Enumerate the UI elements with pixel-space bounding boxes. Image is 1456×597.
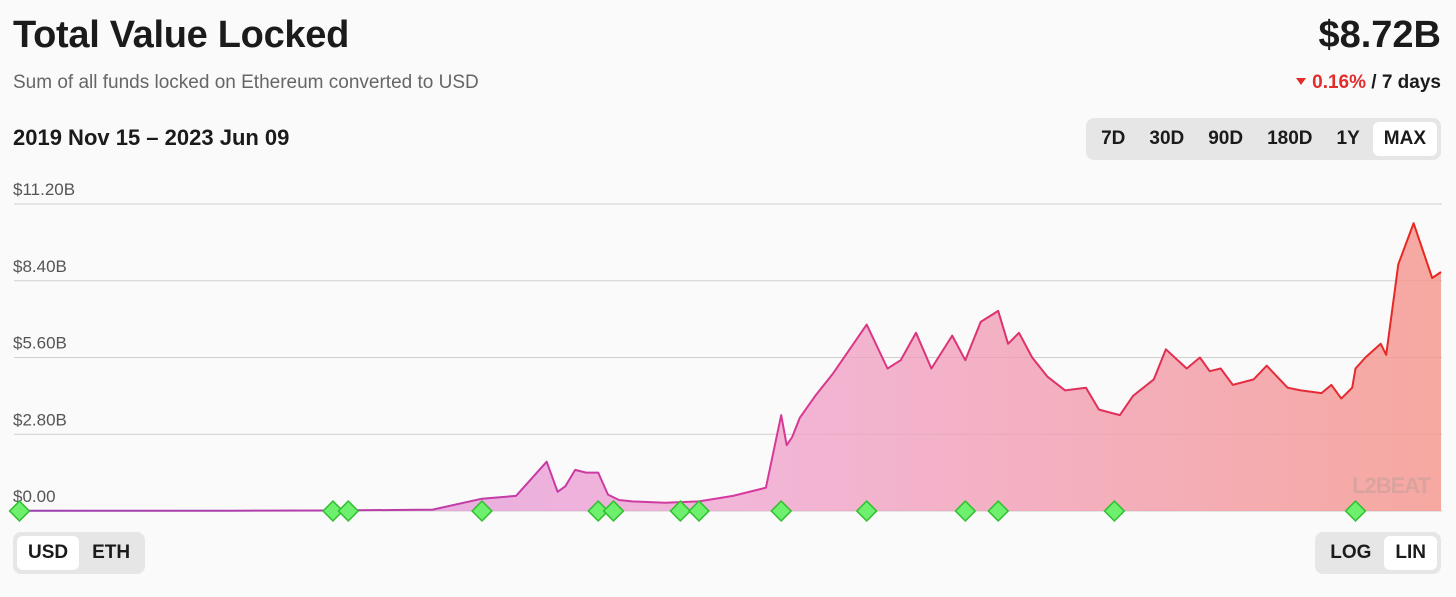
page-subtitle: Sum of all funds locked on Ethereum conv… xyxy=(13,72,479,93)
event-marker[interactable] xyxy=(337,500,360,522)
tvl-chart-svg: $0.00 $2.80B $5.60B $8.40B $11.20B xyxy=(8,180,1442,522)
tvl-value: $8.72B xyxy=(1318,14,1441,56)
y-tick-label: $8.40B xyxy=(13,257,67,276)
scale-button-lin[interactable]: LIN xyxy=(1384,536,1437,570)
event-marker[interactable] xyxy=(471,500,493,522)
unit-button-usd[interactable]: USD xyxy=(17,536,80,570)
event-marker[interactable] xyxy=(1103,500,1126,522)
y-tick-label: $5.60B xyxy=(13,334,67,353)
event-marker[interactable] xyxy=(587,500,610,522)
event-marker[interactable] xyxy=(669,500,692,522)
range-button-7d[interactable]: 7D xyxy=(1101,128,1126,149)
change-percent: 0.16% xyxy=(1312,72,1366,93)
unit-selector: USD ETH xyxy=(13,532,146,574)
event-marker[interactable] xyxy=(954,500,977,522)
time-range-selector: 7D 30D 90D 180D 1Y MAX xyxy=(1086,118,1441,160)
scale-selector: LOG LIN xyxy=(1315,532,1441,574)
date-range: 2019 Nov 15 – 2023 Jun 09 xyxy=(13,125,290,150)
scale-button-log[interactable]: LOG xyxy=(1330,542,1372,563)
event-marker[interactable] xyxy=(688,500,710,522)
range-button-180d[interactable]: 180D xyxy=(1267,128,1313,149)
unit-button-eth[interactable]: ETH xyxy=(92,542,131,563)
y-tick-label: $2.80B xyxy=(13,410,67,429)
tvl-chart: $0.00 $2.80B $5.60B $8.40B $11.20B xyxy=(0,170,1456,530)
event-marker[interactable] xyxy=(987,500,1010,522)
tvl-area xyxy=(14,223,1441,511)
range-button-30d[interactable]: 30D xyxy=(1149,128,1185,149)
range-button-90d[interactable]: 90D xyxy=(1208,128,1244,149)
event-marker[interactable] xyxy=(8,500,31,522)
event-marker[interactable] xyxy=(770,500,793,522)
tvl-line xyxy=(14,222,1442,512)
down-arrow-icon xyxy=(1296,78,1307,85)
event-marker[interactable] xyxy=(855,500,878,522)
y-tick-label: $0.00 xyxy=(13,487,56,506)
range-button-1y[interactable]: 1Y xyxy=(1336,128,1360,149)
range-button-max[interactable]: MAX xyxy=(1372,122,1437,156)
page-title: Total Value Locked xyxy=(13,14,349,56)
change-period: / 7 days xyxy=(1371,72,1441,93)
event-marker[interactable] xyxy=(602,500,625,522)
event-marker[interactable] xyxy=(1344,500,1367,522)
y-tick-label: $11.20B xyxy=(13,180,75,199)
event-marker[interactable] xyxy=(321,500,344,522)
l2beat-logo: L2BEAT xyxy=(1352,473,1431,498)
tvl-change: 0.16% / 7 days xyxy=(1296,72,1441,94)
